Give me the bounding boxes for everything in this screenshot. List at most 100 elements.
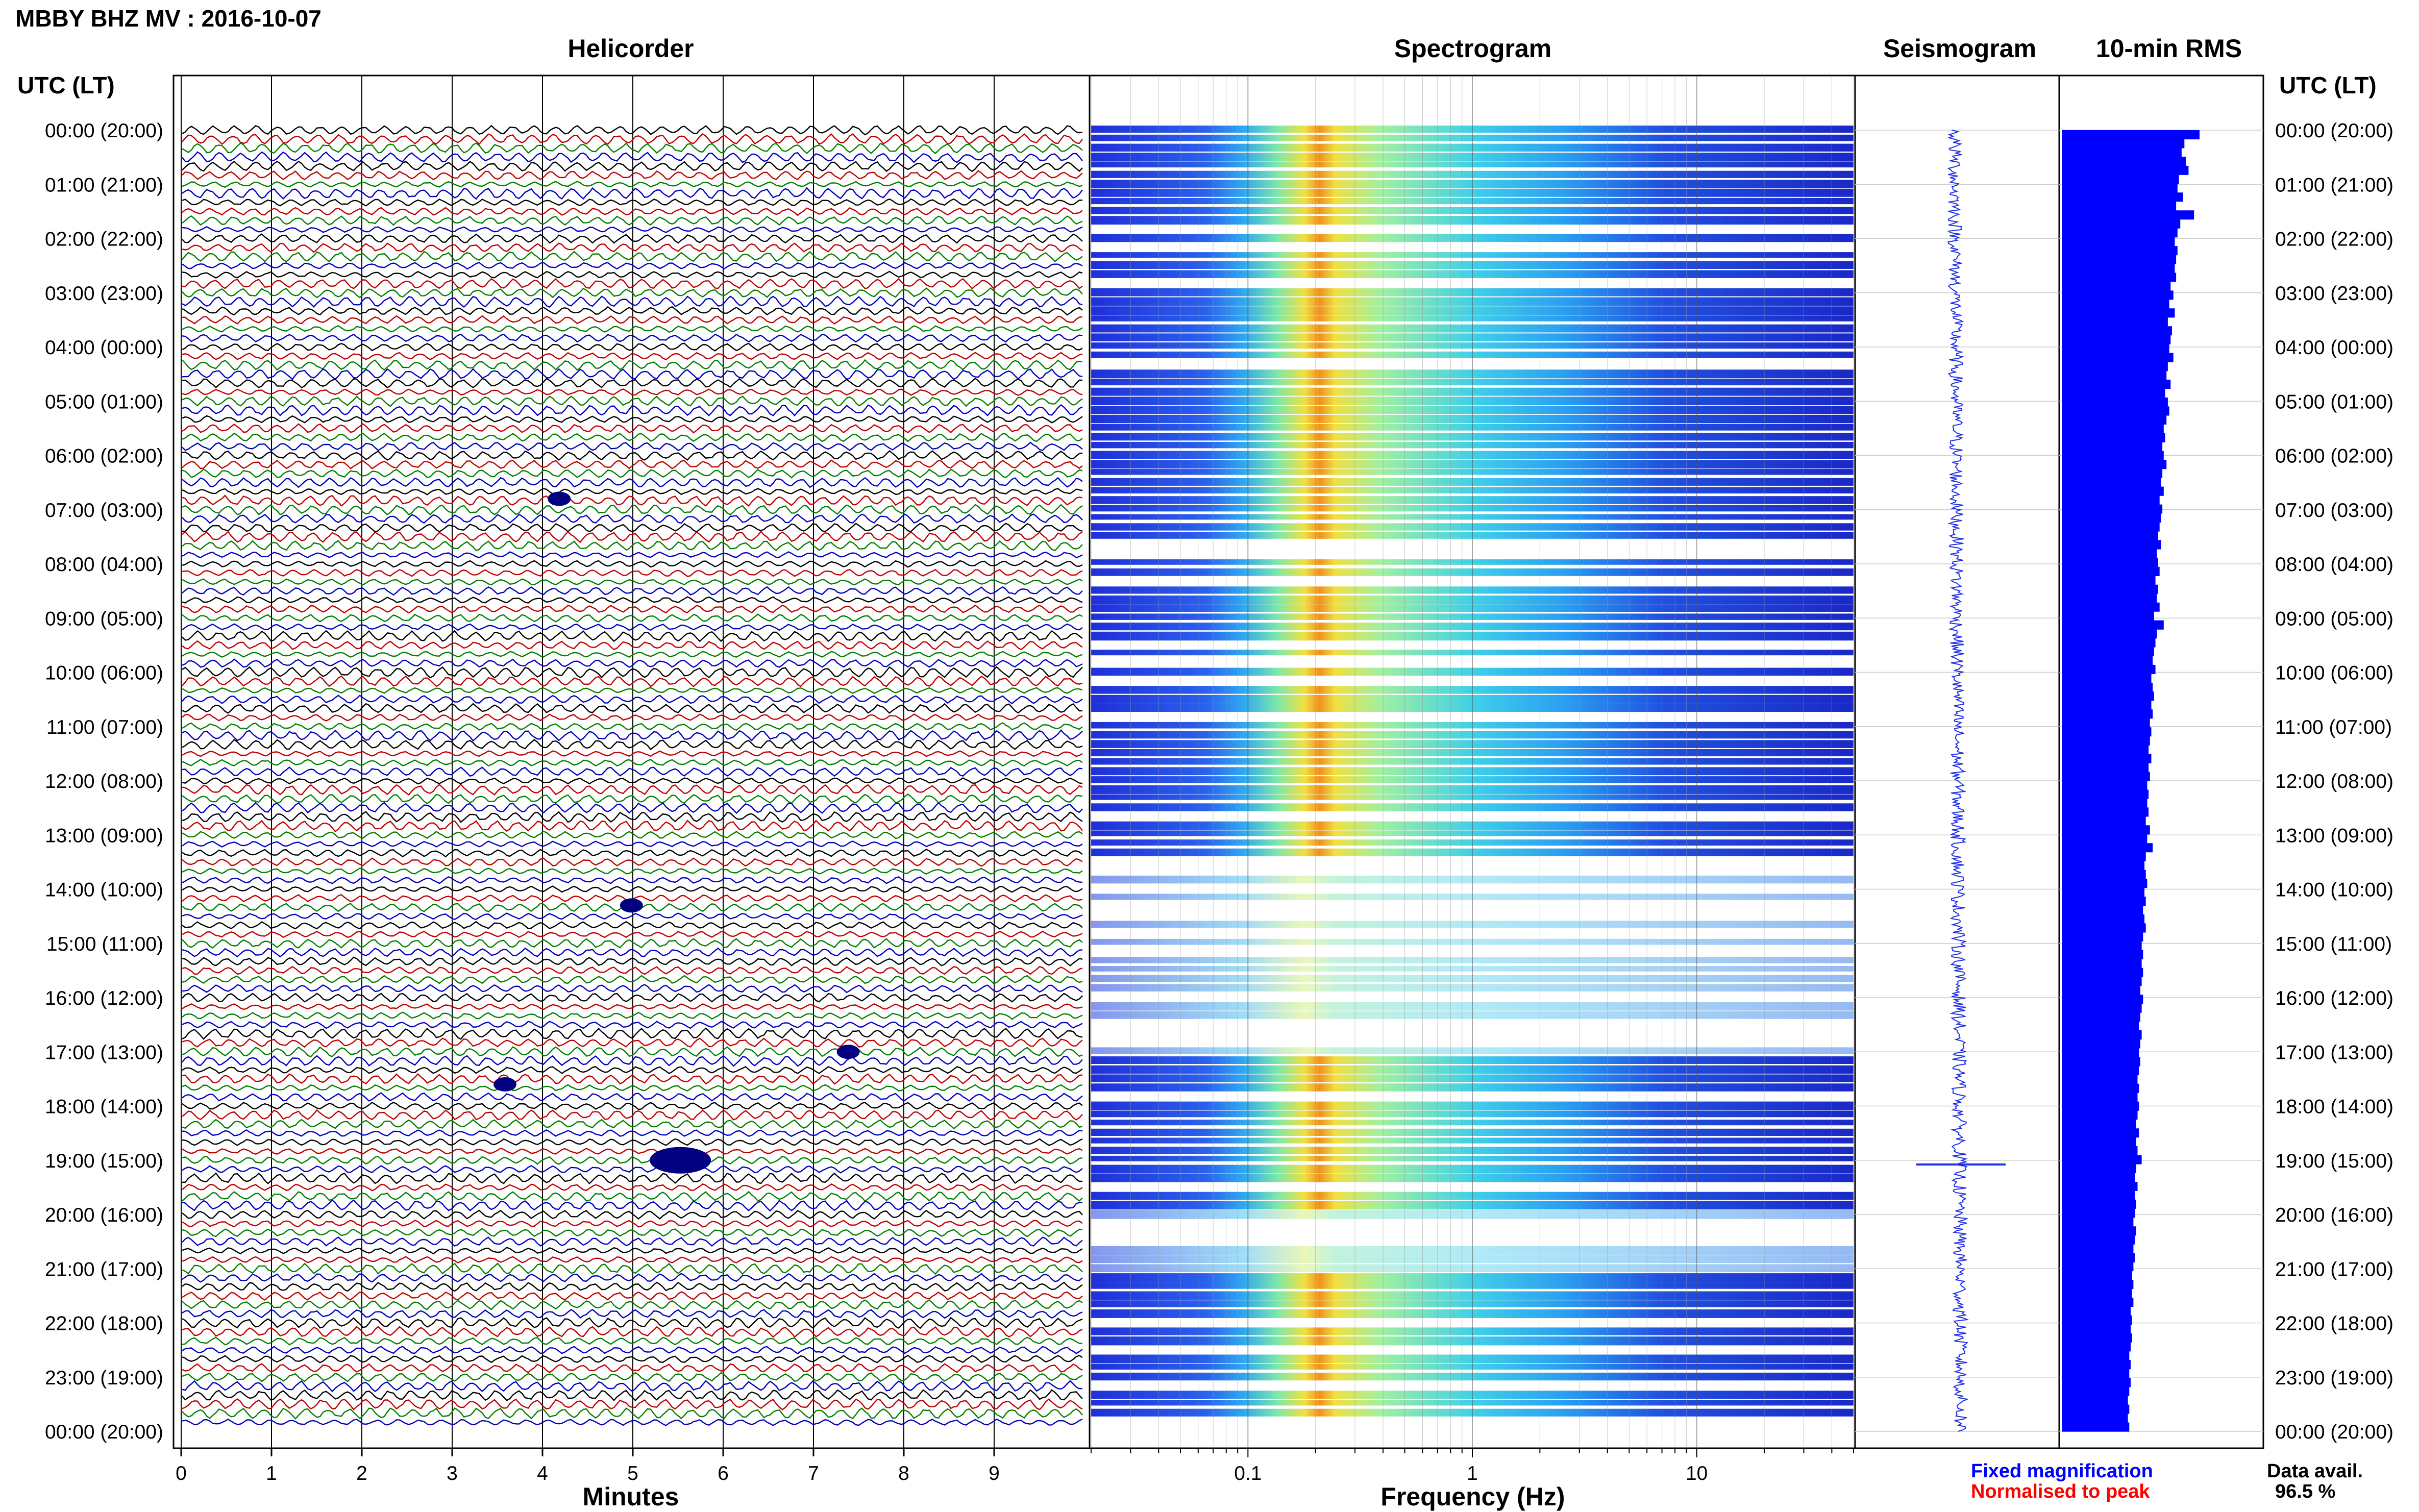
helicorder-trace: [182, 352, 1083, 360]
time-label-right: 17:00 (13:00): [2275, 1042, 2393, 1063]
helicorder-trace: [182, 867, 1083, 875]
helicorder-trace: [182, 160, 1083, 172]
helicorder-trace: [182, 578, 1083, 586]
time-label-right: 21:00 (17:00): [2275, 1258, 2393, 1280]
time-label-left: 07:00 (03:00): [45, 500, 163, 522]
helicorder-trace: [182, 1138, 1083, 1147]
helicorder-trace: [182, 1407, 1083, 1420]
helicorder-trace: [182, 811, 1083, 823]
time-label-right: 13:00 (09:00): [2275, 825, 2393, 847]
helicorder-trace: [182, 1209, 1083, 1220]
helicorder-trace: [182, 1219, 1083, 1228]
helicorder-trace: [182, 848, 1083, 858]
helicorder-trace: [182, 568, 1083, 577]
helicorder-trace: [182, 513, 1083, 524]
helicorder-trace: [182, 1228, 1083, 1237]
helicorder-trace: [182, 930, 1083, 938]
time-label-right: 08:00 (04:00): [2275, 554, 2393, 576]
spectrogram-panel: 0.1 1 10: [1089, 75, 1856, 1484]
helicorder-trace: [182, 1398, 1083, 1410]
time-label-right: 11:00 (07:00): [2275, 716, 2392, 738]
time-label-left: 06:00 (02:00): [45, 445, 163, 467]
helicorder-trace: [182, 1119, 1083, 1130]
time-label-right: 00:00 (20:00): [2275, 1421, 2393, 1443]
helicorder-trace: [182, 1109, 1083, 1121]
helicorder-trace: [182, 857, 1083, 867]
time-label-left: 21:00 (17:00): [45, 1258, 163, 1280]
helicorder-panel: 0 1 2 3 4 5 6 7 8 9: [172, 75, 1091, 1484]
helicorder-trace: [182, 441, 1083, 452]
helicorder-trace: [182, 1046, 1083, 1058]
helicorder-trace: [182, 125, 1083, 136]
time-label-right: 09:00 (05:00): [2275, 608, 2393, 630]
helicorder-trace: [182, 1336, 1083, 1346]
helicorder-trace: [182, 1291, 1083, 1301]
seismogram-title: Seismogram: [1883, 34, 2036, 63]
time-label-right: 20:00 (16:00): [2275, 1204, 2393, 1226]
frequency-tick-label: 1: [1467, 1463, 1478, 1484]
data-availability-value: 96.5 %: [2275, 1481, 2335, 1502]
helicorder-trace: [182, 540, 1083, 552]
minute-tick-label: 6: [718, 1463, 729, 1484]
helicorder-trace: [182, 687, 1083, 694]
helicorder-trace: [182, 1165, 1083, 1174]
legend-normalised-to-peak: Normalised to peak: [1971, 1481, 2150, 1502]
time-label-left: 04:00 (00:00): [45, 337, 163, 359]
helicorder-trace: [182, 181, 1083, 188]
helicorder-trace: [182, 921, 1083, 930]
helicorder-trace: [182, 242, 1083, 253]
helicorder-trace: [182, 666, 1083, 679]
helicorder-trace: [182, 1027, 1083, 1040]
helicorder-event: [836, 1045, 860, 1059]
helicorder-trace: [182, 1389, 1083, 1402]
time-label-right: 14:00 (10:00): [2275, 879, 2393, 901]
helicorder-trace: [182, 1299, 1083, 1310]
helicorder-event: [650, 1147, 711, 1174]
minute-tick-label: 5: [627, 1463, 638, 1484]
time-label-right: 16:00 (12:00): [2275, 987, 2393, 1009]
time-label-left: 05:00 (01:00): [45, 391, 163, 413]
helicorder-trace: [182, 675, 1083, 687]
helicorder-trace: [182, 783, 1083, 796]
helicorder-trace: [182, 325, 1083, 333]
data-availability-label: Data avail.: [2267, 1460, 2363, 1482]
helicorder-trace: [182, 1073, 1083, 1085]
minute-tick-label: 1: [266, 1463, 277, 1484]
helicorder-trace: [182, 975, 1083, 984]
helicorder-event: [493, 1077, 516, 1092]
helicorder-title: Helicorder: [567, 34, 694, 63]
helicorder-trace: [182, 830, 1083, 839]
time-label-right: 03:00 (23:00): [2275, 283, 2393, 305]
utc-label-left: UTC (LT): [17, 72, 115, 98]
time-label-left: 17:00 (13:00): [45, 1042, 163, 1063]
time-label-right: 07:00 (03:00): [2275, 500, 2393, 522]
helicorder-trace: [182, 738, 1083, 751]
helicorder-trace: [182, 1183, 1083, 1192]
helicorder-trace: [182, 560, 1083, 568]
time-label-left: 00:00 (20:00): [45, 1421, 163, 1443]
helicorder-trace: [182, 947, 1083, 958]
time-label-left: 15:00 (11:00): [46, 933, 163, 955]
helicorder-trace: [182, 262, 1083, 270]
time-label-right: 05:00 (01:00): [2275, 391, 2393, 413]
helicorder-trace: [182, 1065, 1083, 1075]
helicorder-trace: [182, 1363, 1083, 1373]
time-label-right: 04:00 (00:00): [2275, 337, 2393, 359]
helicorder-trace: [182, 494, 1083, 507]
helicorder-trace: [182, 1084, 1083, 1092]
time-label-left: 20:00 (16:00): [45, 1204, 163, 1226]
helicorder-trace: [182, 295, 1083, 308]
rms-panel: [2058, 75, 2264, 1449]
helicorder-trace: [182, 530, 1083, 543]
helicorder-trace: [182, 604, 1083, 614]
minute-tick-label: 3: [447, 1463, 458, 1484]
helicorder-trace: [182, 758, 1083, 767]
helicorder-trace: [182, 793, 1083, 805]
frequency-tick-label: 0.1: [1234, 1463, 1262, 1484]
helicorder-trace: [182, 750, 1083, 757]
time-label-right: 02:00 (22:00): [2275, 229, 2393, 251]
utc-label-right: UTC (LT): [2279, 72, 2377, 98]
helicorder-trace: [182, 187, 1083, 200]
helicorder-trace: [182, 378, 1083, 389]
time-label-left: 09:00 (05:00): [45, 608, 163, 630]
